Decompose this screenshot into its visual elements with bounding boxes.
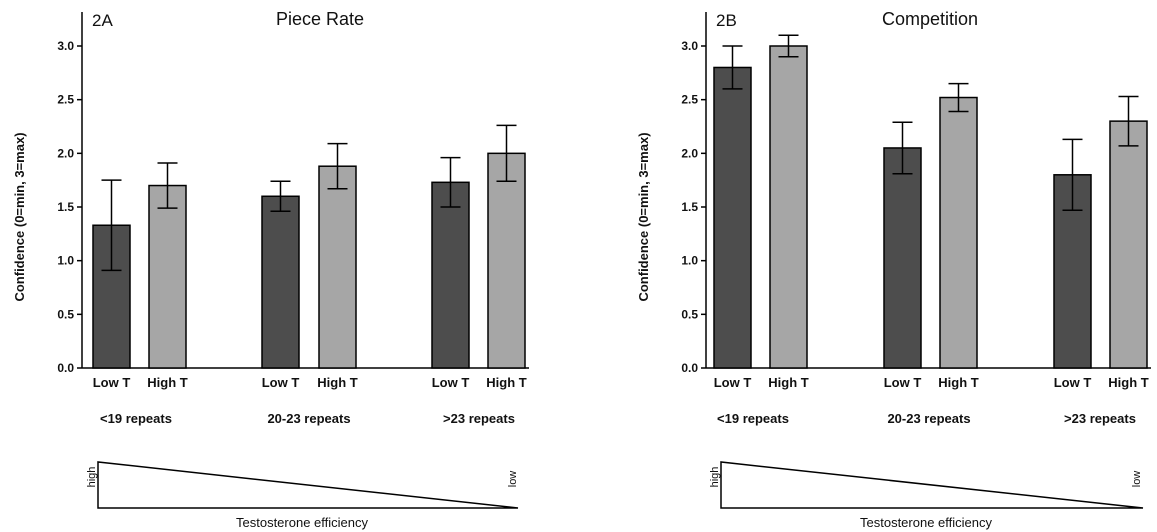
group-label: <19 repeats [100,411,172,426]
y-tick-label: 2.5 [681,93,698,107]
category-label: High T [147,375,187,390]
category-label: Low T [262,375,300,390]
bar-high-t-group-2 [939,96,978,369]
category-label: Low T [714,375,752,390]
bar-low-t-group-2 [883,147,922,369]
indicator-low-label: low [1131,471,1143,488]
y-tick-label: 3.0 [57,39,74,53]
efficiency-wedge [97,461,519,509]
y-axis-label: Confidence (0=min, 3=max) [636,132,651,301]
chart-title: Piece Rate [276,9,364,29]
category-label: High T [938,375,978,390]
y-tick-label: 1.5 [681,200,698,214]
indicator-caption: Testosterone efficiency [860,515,992,530]
panel-id-label: 2B [716,11,737,30]
y-tick-label: 2.0 [57,146,74,160]
panel-id-label: 2A [92,11,113,30]
category-label: Low T [432,375,470,390]
chart-title: Competition [882,9,978,29]
category-label: Low T [884,375,922,390]
panel-2a: Piece Rate 2A Confidence (0=min, 3=max) 0.0… [12,9,529,530]
indicator-high-label: high [86,467,98,488]
y-tick-label: 1.5 [57,200,74,214]
category-label: High T [317,375,357,390]
y-tick-label: 2.0 [681,146,698,160]
y-tick-label: 0.5 [57,307,74,321]
y-axis-label: Confidence (0=min, 3=max) [12,132,27,301]
y-tick-label: 2.5 [57,93,74,107]
y-tick-label: 1.0 [681,254,698,268]
group-label: >23 repeats [1064,411,1136,426]
bar-high-t-group-1 [769,45,808,369]
indicator-low-label: low [507,471,519,488]
group-label: <19 repeats [717,411,789,426]
y-tick-label: 0.0 [57,361,74,375]
bar-high-t-group-2 [318,165,357,369]
bar-low-t-group-3 [431,181,470,369]
category-label: Low T [93,375,131,390]
category-label: High T [1108,375,1148,390]
bar-high-t-group-3 [487,152,526,369]
group-label: 20-23 repeats [887,411,970,426]
y-tick-label: 3.0 [681,39,698,53]
group-label: >23 repeats [443,411,515,426]
panel-2b: Competition 2B Confidence (0=min, 3=max) 0.… [636,9,1151,530]
bar-high-t-group-3 [1109,120,1148,369]
bar-low-t-group-2 [261,195,300,369]
y-tick-label: 0.5 [681,307,698,321]
efficiency-wedge [720,461,1144,509]
bar-high-t-group-1 [148,184,187,369]
indicator-high-label: high [709,467,721,488]
indicator-caption: Testosterone efficiency [236,515,368,530]
y-tick-label: 1.0 [57,254,74,268]
bar-low-t-group-1 [713,66,752,369]
group-label: 20-23 repeats [267,411,350,426]
y-tick-label: 0.0 [681,361,698,375]
category-label: Low T [1054,375,1092,390]
category-label: High T [486,375,526,390]
category-label: High T [768,375,808,390]
